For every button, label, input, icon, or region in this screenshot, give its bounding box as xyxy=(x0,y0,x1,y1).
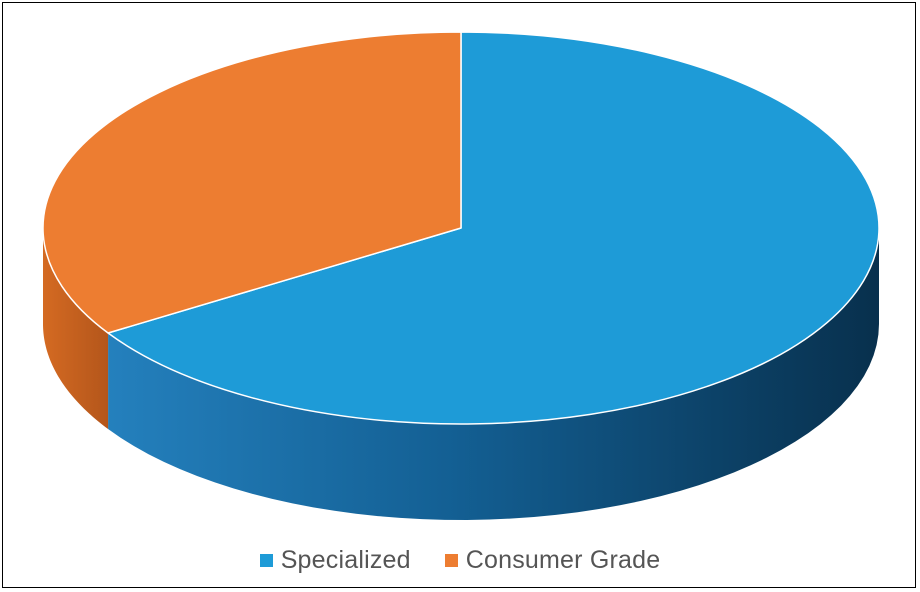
pie-side-consumer-grade xyxy=(43,228,109,430)
legend-item-consumer-grade: Consumer Grade xyxy=(444,545,661,575)
legend-swatch-specialized xyxy=(259,553,273,567)
pie-slice-consumer-grade xyxy=(42,31,462,334)
legend-label-consumer-grade: Consumer Grade xyxy=(465,545,661,574)
legend-swatch-consumer-grade xyxy=(444,553,458,567)
legend-item-specialized: Specialized xyxy=(259,545,411,575)
pie-slice-specialized xyxy=(107,31,880,425)
pie-side-specialized xyxy=(108,228,879,520)
chart-legend: Specialized Consumer Grade xyxy=(0,540,920,580)
pie-sides xyxy=(43,228,879,520)
pie-tops xyxy=(42,31,880,425)
legend-label-specialized: Specialized xyxy=(280,545,411,574)
